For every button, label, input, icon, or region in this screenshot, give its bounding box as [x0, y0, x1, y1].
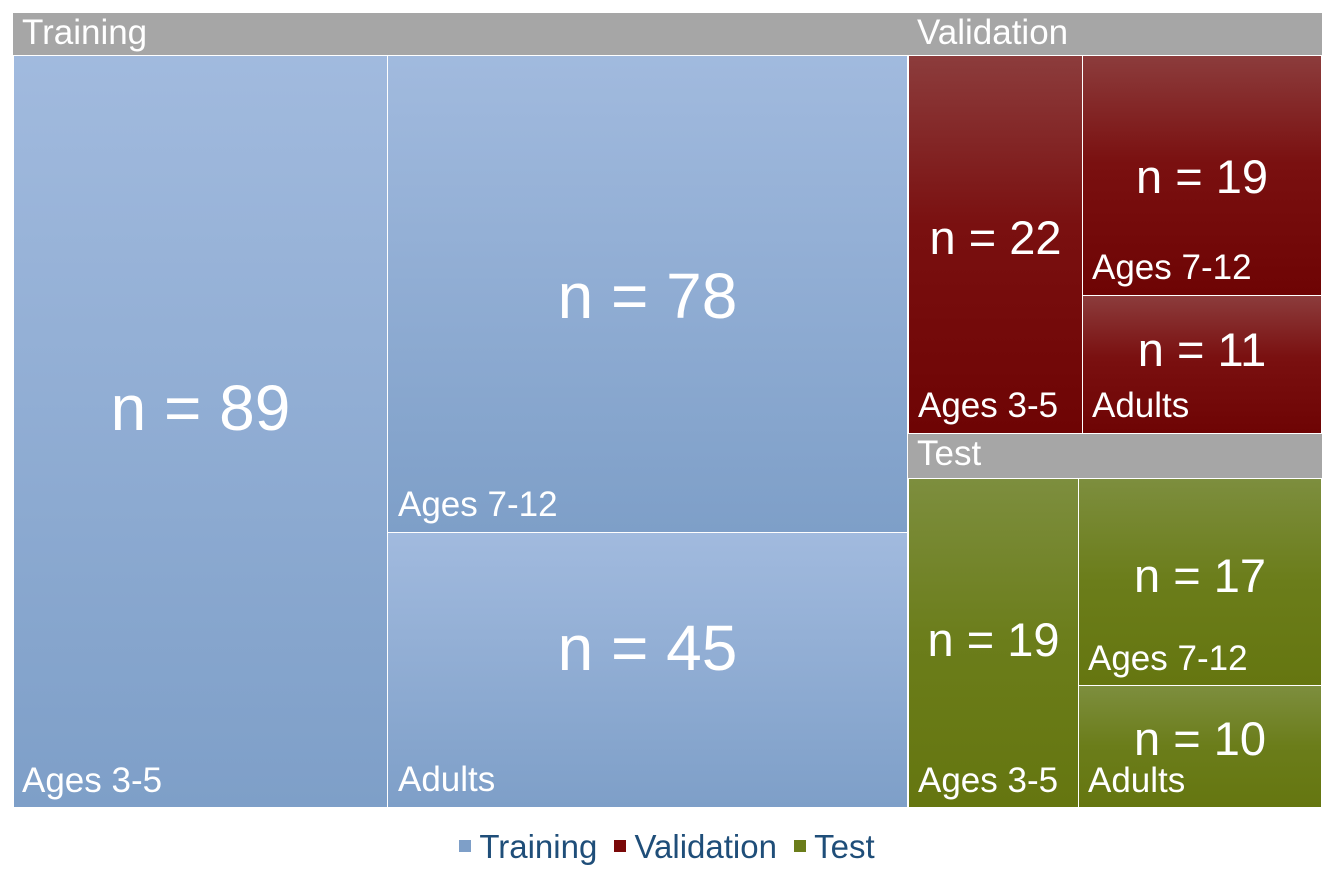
tile-label: Adults: [398, 760, 496, 799]
tile-label: Ages 3-5: [22, 761, 163, 800]
legend-item-validation[interactable]: Validation: [614, 828, 777, 866]
tile-label: Adults: [1088, 761, 1186, 800]
group-header-test: Test: [908, 434, 1322, 478]
legend-label: Validation: [634, 828, 777, 865]
tile-value: n = 11: [1137, 323, 1267, 376]
tile-validation-adults: n = 11 Adults: [1082, 295, 1322, 434]
legend-label: Training: [479, 828, 598, 865]
legend-swatch: [614, 840, 627, 853]
legend-swatch: [459, 840, 472, 853]
tile-validation-ages-3-5: n = 22 Ages 3-5: [908, 55, 1083, 434]
tile-training-ages-3-5: n = 89 Ages 3-5: [13, 55, 388, 808]
tile-value: n = 10: [1134, 712, 1266, 765]
tile-label: Adults: [1092, 386, 1190, 425]
legend-swatch: [794, 840, 807, 853]
tile-training-ages-7-12: n = 78 Ages 7-12: [387, 55, 908, 533]
legend-label: Test: [814, 828, 875, 865]
tile-label: Ages 3-5: [918, 386, 1059, 425]
tile-label: Ages 7-12: [1088, 639, 1248, 678]
group-header-validation: Validation: [908, 13, 1322, 55]
tile-training-adults: n = 45 Adults: [387, 532, 908, 808]
legend-item-test[interactable]: Test: [794, 828, 875, 866]
tile-validation-ages-7-12: n = 19 Ages 7-12: [1082, 55, 1322, 296]
tile-test-adults: n = 10 Adults: [1078, 685, 1322, 808]
tile-value: n = 89: [110, 372, 291, 444]
tile-label: Ages 3-5: [918, 761, 1059, 800]
tile-value: n = 19: [927, 613, 1060, 666]
group-header-label: Training: [22, 13, 148, 52]
tile-test-ages-7-12: n = 17 Ages 7-12: [1078, 478, 1322, 686]
tile-label: Ages 7-12: [398, 485, 558, 524]
tile-test-ages-3-5: n = 19 Ages 3-5: [908, 478, 1079, 808]
tile-value: n = 17: [1134, 549, 1266, 602]
tile-value: n = 45: [557, 612, 738, 684]
tile-value: n = 78: [557, 260, 738, 332]
group-header-label: Validation: [917, 13, 1069, 52]
tile-value: n = 19: [1136, 150, 1268, 203]
tile-value: n = 22: [929, 211, 1062, 264]
legend-item-training[interactable]: Training: [459, 828, 597, 866]
tile-label: Ages 7-12: [1092, 248, 1252, 287]
group-header-label: Test: [917, 434, 982, 473]
legend: Training Validation Test: [0, 828, 1334, 866]
group-header-training: Training: [13, 13, 908, 55]
